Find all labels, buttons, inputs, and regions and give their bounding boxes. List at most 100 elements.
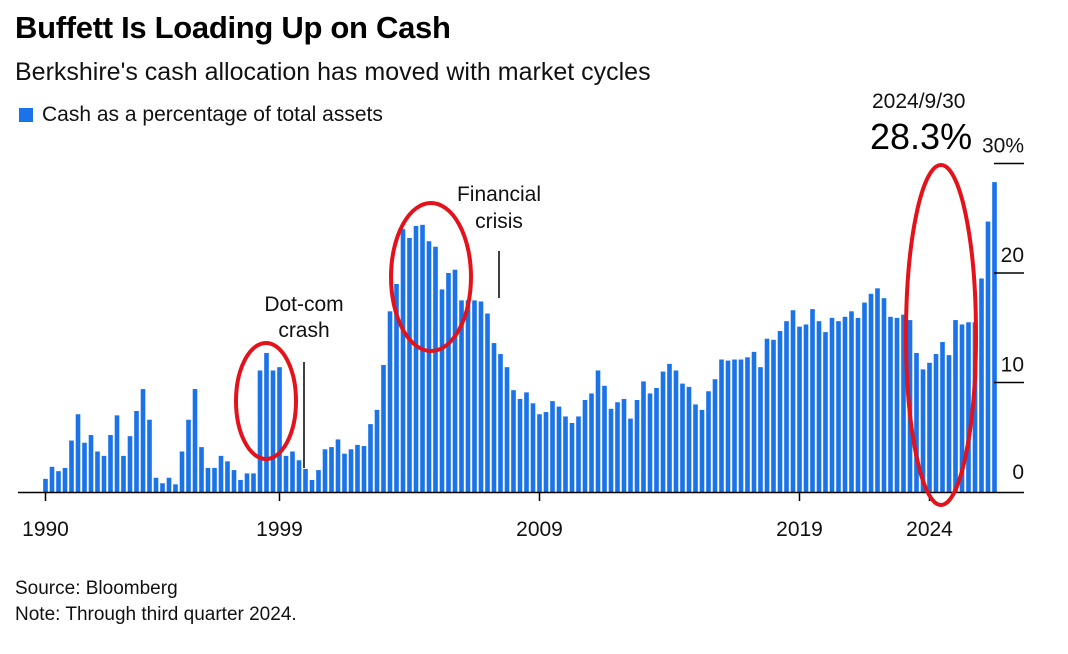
bar [693, 404, 698, 492]
bar [407, 237, 412, 492]
bar [277, 367, 282, 492]
bar [179, 451, 185, 492]
bar [738, 359, 744, 492]
bar [459, 300, 464, 493]
bar [108, 435, 113, 492]
y-tick-label: 30% [982, 135, 1024, 158]
bar [348, 449, 354, 492]
highlight-circles [234, 163, 978, 507]
bar [634, 400, 640, 492]
bar [868, 293, 874, 492]
bar [556, 406, 562, 492]
bar [972, 322, 978, 492]
bar [95, 451, 100, 492]
bar [511, 390, 516, 492]
footnote: Note: Through third quarter 2024. [15, 604, 297, 625]
bar [290, 451, 295, 492]
bar [498, 354, 503, 492]
bar [368, 424, 373, 492]
bar [472, 300, 477, 493]
bar [862, 302, 867, 492]
bar [446, 273, 451, 492]
annotation-dotcom-line1: Dot-com [264, 293, 343, 316]
bar [134, 410, 139, 492]
bar [699, 409, 705, 493]
bar [420, 224, 425, 492]
bar [101, 455, 107, 492]
bar [465, 300, 471, 493]
bar [602, 385, 607, 492]
bar [530, 403, 536, 492]
bar [342, 453, 347, 492]
annotation-financial-line2: crisis [475, 210, 523, 233]
bar [543, 412, 549, 492]
bar [628, 418, 633, 492]
highlight-circle-2024 [904, 163, 978, 507]
bar [771, 339, 776, 492]
bar [296, 460, 302, 492]
highlight-circle-dotcom [234, 341, 298, 461]
bar [485, 313, 490, 492]
x-tick-label: 2024 [906, 518, 953, 541]
bar [173, 484, 178, 492]
annotations: Dot-com crash Financial crisis [264, 183, 541, 468]
bar [43, 478, 48, 492]
bar [719, 359, 724, 492]
bar [62, 467, 68, 492]
bar [927, 362, 932, 492]
bar [615, 402, 620, 492]
bar [238, 479, 243, 492]
bar [751, 351, 757, 492]
bar [946, 355, 952, 493]
bar [569, 423, 575, 492]
bar [394, 283, 399, 492]
bar [901, 314, 906, 492]
bar [933, 354, 939, 492]
bar [504, 367, 510, 492]
bar [706, 391, 711, 492]
bar [654, 387, 659, 492]
bar [283, 455, 289, 492]
bar [875, 288, 880, 492]
bar [303, 469, 308, 492]
bar [160, 483, 165, 492]
chart-subtitle: Berkshire's cash allocation has moved wi… [15, 58, 651, 86]
legend-label: Cash as a percentage of total assets [42, 103, 383, 126]
bar [69, 440, 74, 492]
bar [595, 370, 601, 492]
annotation-financial-line1: Financial [457, 183, 541, 206]
bar [153, 477, 159, 492]
bar [582, 400, 588, 492]
bar [335, 439, 341, 492]
bar [777, 331, 783, 492]
x-tick-label: 2019 [776, 518, 823, 541]
bar [667, 363, 672, 492]
bar [712, 379, 718, 492]
bar [732, 359, 737, 492]
bar [381, 364, 386, 492]
bar [621, 398, 627, 492]
bar [680, 383, 685, 492]
bar [673, 370, 679, 492]
bar [478, 301, 484, 492]
bar [212, 467, 217, 492]
x-tick-label: 1990 [22, 518, 69, 541]
bar [836, 321, 841, 492]
bar [264, 352, 269, 492]
bar [992, 182, 997, 492]
x-tick-label: 1999 [256, 518, 303, 541]
bar [966, 322, 971, 492]
bar [231, 470, 237, 492]
y-tick-label: 20 [1001, 244, 1024, 267]
bar [82, 442, 87, 492]
bar [491, 343, 497, 492]
bar [244, 473, 250, 492]
bar [316, 470, 321, 492]
bar [881, 298, 887, 492]
bar [849, 311, 854, 492]
bar [816, 321, 822, 492]
bar [166, 477, 172, 492]
bar [199, 447, 204, 492]
source-note: Source: Bloomberg [15, 578, 178, 599]
